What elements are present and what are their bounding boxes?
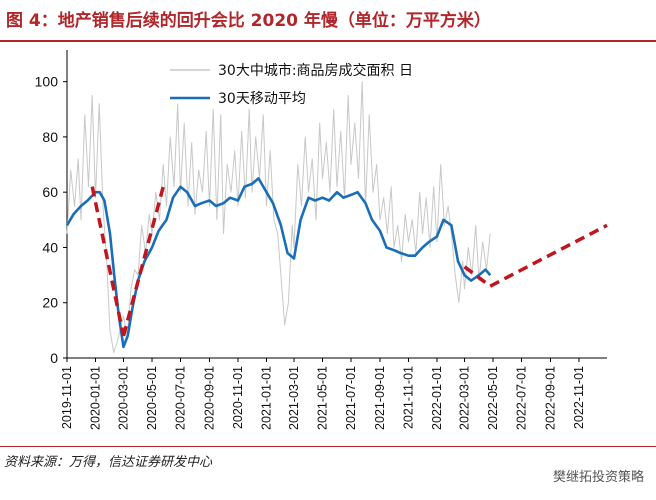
- x-tick-label: 2021-05-01: [316, 366, 330, 430]
- y-tick-label: 40: [42, 239, 58, 255]
- y-tick-label: 20: [42, 295, 58, 311]
- x-tick-label: 2022-07-01: [515, 366, 529, 430]
- x-tick-label: 2022-01-01: [430, 366, 444, 430]
- x-tick-label: 2022-03-01: [458, 366, 472, 430]
- x-tick-label: 2020-03-01: [117, 366, 131, 430]
- figure-title: 图 4：地产销售后续的回升会比 2020 年慢（单位：万平方米）: [6, 11, 491, 31]
- x-tick-label: 2021-01-01: [259, 366, 273, 430]
- watermark-text: 樊继拓投资策略: [552, 470, 644, 485]
- trend-dashed-line: [121, 186, 165, 337]
- moving-average-series-line: [65, 177, 492, 349]
- y-tick-label: 0: [50, 350, 58, 366]
- x-tick-label: 2020-05-01: [145, 366, 159, 430]
- source-note: 资料来源：万得，信达证券研发中心: [4, 455, 213, 470]
- trend-dashed-line: [489, 223, 608, 288]
- x-tick-label: 2020-09-01: [202, 366, 216, 430]
- x-tick-label: 2020-07-01: [174, 366, 188, 430]
- legend-label-daily: 30大中城市:商品房成交面积 日: [218, 62, 413, 79]
- x-tick-label: 2021-09-01: [373, 366, 387, 430]
- x-tick-label: 2021-11-01: [401, 366, 415, 429]
- x-tick-label: 2019-11-01: [60, 366, 74, 429]
- trend-dashed-line: [463, 265, 492, 288]
- trend-dashed-line: [90, 186, 126, 337]
- x-tick-label: 2021-03-01: [287, 366, 301, 430]
- y-tick-label: 60: [42, 184, 58, 200]
- x-tick-label: 2022-11-01: [572, 366, 586, 429]
- x-tick-label: 2022-09-01: [543, 366, 557, 430]
- legend-label-moving-average: 30天移动平均: [218, 91, 306, 107]
- y-tick-label: 80: [42, 129, 58, 145]
- y-tick-label: 100: [35, 74, 59, 90]
- x-tick-label: 2020-11-01: [231, 366, 245, 429]
- title-divider: [0, 40, 656, 42]
- x-tick-label: 2021-07-01: [344, 366, 358, 430]
- x-tick-label: 2022-05-01: [486, 366, 500, 430]
- line-chart: 0 20 40 60 80 100 2019-11-01 2020-01-01 2020-03-…: [35, 50, 608, 430]
- source-divider: [0, 446, 656, 447]
- daily-area-series-line: [66, 81, 491, 353]
- x-tick-label: 2020-01-01: [88, 366, 102, 430]
